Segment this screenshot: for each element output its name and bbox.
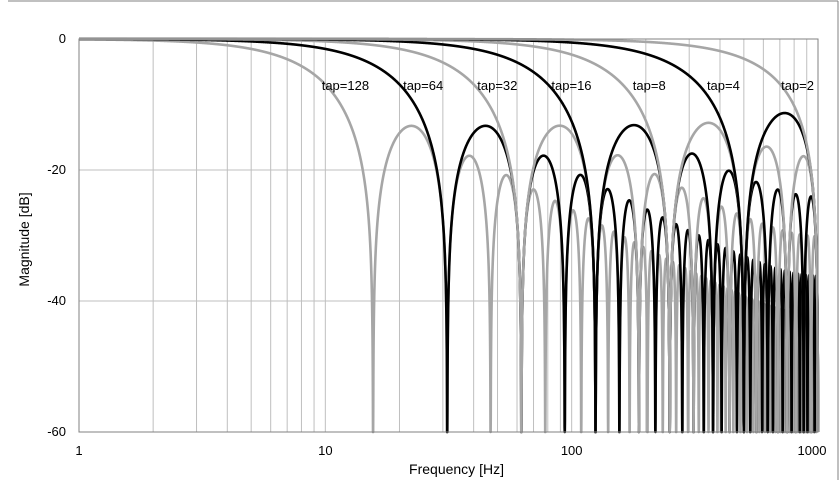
x-tick-label: 1000 xyxy=(798,443,827,458)
x-tick-label: 100 xyxy=(561,443,583,458)
x-tick-label: 1 xyxy=(75,443,82,458)
series-label-tap=8: tap=8 xyxy=(633,78,666,93)
series-label-tap=2: tap=2 xyxy=(781,78,814,93)
plot-series xyxy=(77,37,820,434)
series-label-tap=32: tap=32 xyxy=(477,78,517,93)
x-tick-label: 10 xyxy=(318,443,332,458)
plot-frame xyxy=(8,0,839,480)
y-tick-label: -60 xyxy=(47,424,66,439)
y-tick-label: 0 xyxy=(59,31,66,46)
series-label-tap=64: tap=64 xyxy=(403,78,443,93)
y-tick-label: -20 xyxy=(47,162,66,177)
series-label-tap=4: tap=4 xyxy=(707,78,740,93)
x-tick-labels: 1 10 100 1000 xyxy=(75,443,826,458)
y-tick-label: -40 xyxy=(47,293,66,308)
series-labels: tap=128 tap=64 tap=32 tap=16 tap=8 tap=4 tap=2 xyxy=(322,78,814,93)
series-label-tap=16: tap=16 xyxy=(551,78,591,93)
series-label-tap=128: tap=128 xyxy=(322,78,369,93)
x-axis-label: Frequency [Hz] xyxy=(409,461,504,477)
y-axis-label: Magnitude [dB] xyxy=(16,192,32,286)
y-tick-labels: 0 -20 -40 -60 xyxy=(47,31,66,439)
